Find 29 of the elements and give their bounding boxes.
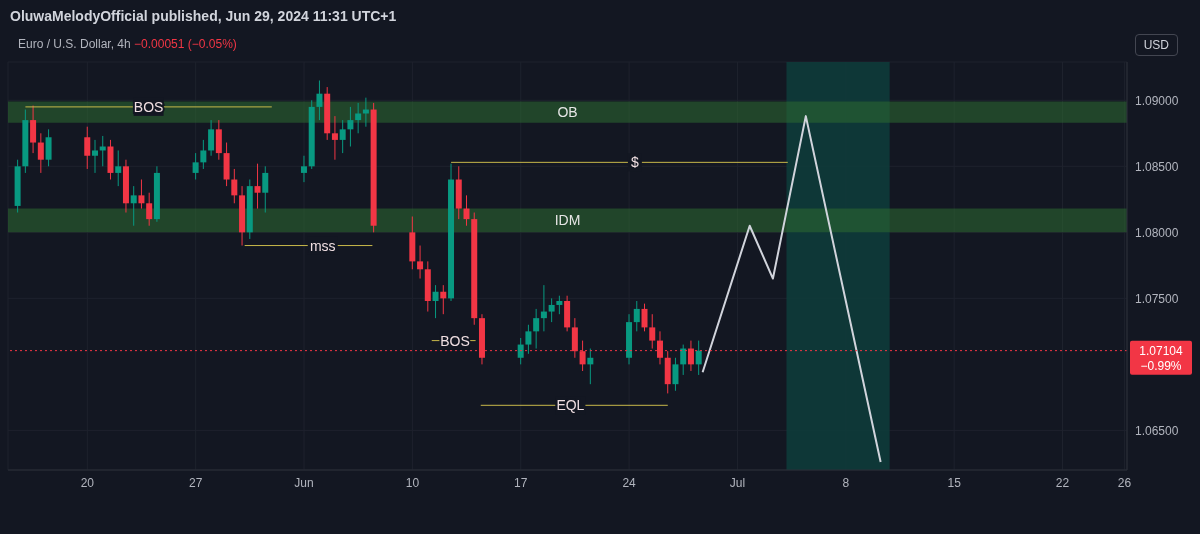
annotation: mss xyxy=(309,237,336,254)
annotation: $ xyxy=(631,154,639,171)
text: −0.99% xyxy=(1140,358,1182,373)
x-tick-label: 22 xyxy=(1055,475,1070,490)
x-tick-label: 10 xyxy=(405,475,420,490)
y-tick-label: 1.07500 xyxy=(1135,291,1179,306)
y-tick-label: 1.08500 xyxy=(1135,159,1179,174)
text: USD xyxy=(1134,34,1178,56)
x-tick-label: 27 xyxy=(189,475,203,490)
y-tick-label: 1.08000 xyxy=(1135,225,1179,240)
annotation: BOS xyxy=(133,98,164,115)
chart-title: Euro / U.S. Dollar, 4h xyxy=(18,37,131,51)
band-label: OB xyxy=(557,104,578,121)
x-tick-label: 8 xyxy=(842,475,850,490)
band-label: IDM xyxy=(554,212,581,229)
ref-line-label: 1.07104 xyxy=(1139,343,1184,358)
x-tick-label: 26 xyxy=(1117,475,1132,490)
x-tick-label: 24 xyxy=(622,475,637,490)
x-tick-label: 17 xyxy=(514,475,528,490)
x-tick-label: 20 xyxy=(80,475,95,490)
text: −0.00051 (−0.05%) xyxy=(134,37,237,51)
y-tick-label: 1.09000 xyxy=(1135,93,1179,108)
chart-subtitle: OluwaMelodyOfficial published, Jun 29, 2024 11:31 UTC+1 xyxy=(10,8,397,24)
x-tick-label: Jul xyxy=(729,475,746,490)
annotation: EQL xyxy=(556,397,585,414)
y-tick-label: 1.06500 xyxy=(1135,423,1179,438)
x-tick-label: 15 xyxy=(947,475,962,490)
annotation: BOS xyxy=(440,332,470,349)
x-tick-label: Jun xyxy=(294,475,314,490)
